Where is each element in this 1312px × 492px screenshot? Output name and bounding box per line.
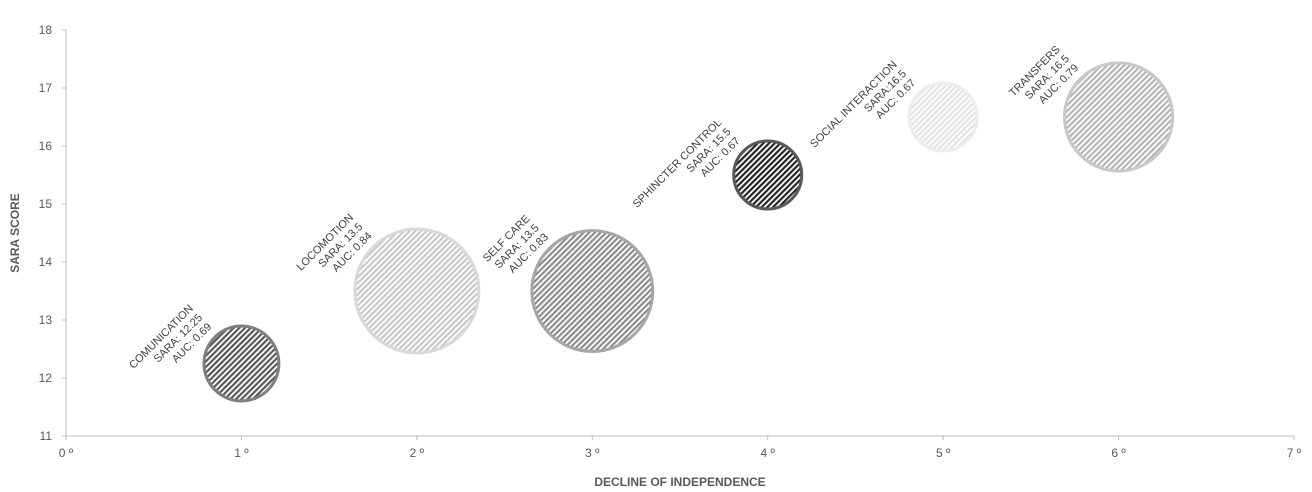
x-tick-label: 4 º (761, 446, 776, 460)
bubble-mark (732, 139, 804, 211)
bubble-mark (353, 227, 481, 355)
tick-labels: 11 12 13 14 15 16 17 18 0 º 1 º 2 º 3 º 4 º 5 º 6 º 7 º (39, 23, 1302, 460)
y-tick-label: 15 (39, 197, 53, 211)
x-axis-title: DECLINE OF INDEPENDENCE (594, 475, 765, 489)
y-axis-title: SARA SCORE (8, 193, 22, 273)
bubble-mark (907, 81, 979, 153)
bubble-label: COMUNICATIONSARA: 12.25AUC: 0.69 (127, 303, 214, 390)
bubble-mark (530, 229, 655, 353)
y-tick-label: 17 (39, 81, 53, 95)
bubble-label: SOCIAL INTERACTIONSARA:16.5AUC: 0.67 (808, 59, 918, 169)
y-tick-label: 13 (39, 313, 53, 327)
bubble-mark (202, 324, 281, 403)
x-tick-label: 7 º (1287, 446, 1302, 460)
x-tick-label: 3 º (585, 446, 600, 460)
bubble-label: SPHINCTER CONTROLSARA: 15.5AUC: 0.67 (631, 117, 743, 229)
x-tick-label: 0 º (59, 446, 74, 460)
x-tick-label: 5 º (936, 446, 951, 460)
y-tick-label: 16 (39, 139, 53, 153)
bubble-mark (1062, 61, 1175, 173)
bubbles (202, 61, 1175, 403)
y-tick-label: 14 (39, 255, 53, 269)
x-tick-label: 2 º (410, 446, 425, 460)
y-tick-label: 18 (39, 23, 53, 37)
x-tick-label: 1 º (234, 446, 249, 460)
y-tick-label: 11 (40, 429, 53, 443)
x-tick-label: 6 º (1111, 446, 1126, 460)
axes (62, 29, 1295, 440)
y-tick-label: 12 (39, 371, 53, 385)
